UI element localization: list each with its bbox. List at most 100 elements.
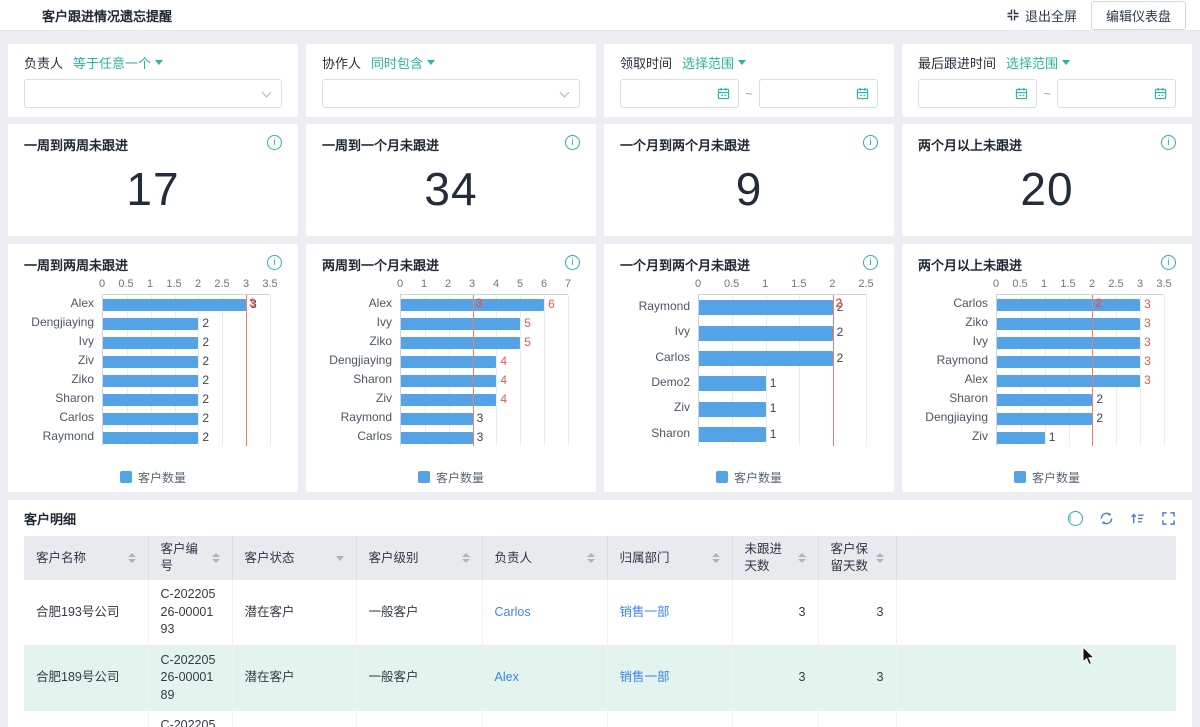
filter-operator-dropdown[interactable]: 选择范围 [1006,53,1071,72]
column-header[interactable]: 客户编号 [148,536,233,580]
bar[interactable] [401,393,497,406]
bar[interactable] [699,300,833,316]
chart-legend[interactable]: 客户数量 [918,470,1176,485]
sort-icon[interactable] [797,553,806,563]
bar[interactable] [997,431,1045,444]
bar[interactable] [401,412,473,425]
bar[interactable] [401,431,473,444]
column-header[interactable]: 客户保留天数 [818,536,897,580]
column-header[interactable]: 负责人 [482,536,608,580]
refresh-icon[interactable] [1099,511,1114,526]
table-cell-link[interactable]: 销售一部 [607,710,733,727]
column-header[interactable]: 客户状态 [232,536,357,580]
chart-legend[interactable]: 客户数量 [620,470,878,485]
table-row[interactable]: 合肥181号公司C-20220526-0000181潜在客户一般客户Alex销售… [24,710,1176,727]
column-header[interactable]: 客户级别 [356,536,483,580]
table-cell: 3 [818,710,897,727]
x-axis-tick: 0 [992,278,1000,290]
bar[interactable] [103,412,199,425]
column-label: 客户级别 [368,550,419,565]
claim-start-date[interactable] [620,79,740,108]
x-axis-tick: 1.5 [166,278,182,290]
chart-legend[interactable]: 客户数量 [322,470,580,485]
bar[interactable] [997,355,1141,368]
filter-operator-dropdown[interactable]: 等于任意一个 [73,53,164,72]
column-header[interactable]: 客户名称 [24,536,149,580]
exit-fullscreen-button[interactable]: 退出全屏 [1006,6,1077,25]
sort-icon[interactable] [586,553,595,563]
table-cell-link[interactable]: 销售一部 [607,580,733,646]
bar-chart: Alex Ivy Ziko Dengjiaying Sharon Ziv Raymond Ca… [322,278,580,463]
info-icon[interactable]: i [267,255,282,270]
collaborator-select[interactable] [322,79,580,108]
bar[interactable] [699,325,833,341]
bar[interactable] [103,298,247,311]
info-icon[interactable]: i [267,135,282,150]
claim-end-date[interactable] [758,79,878,108]
bar-chart: Alex Dengjiaying Ivy Ziv Ziko Sharon Carlos Ray… [24,278,282,463]
bar[interactable] [103,431,199,444]
bar[interactable] [401,317,521,330]
bar[interactable] [103,336,199,349]
bar[interactable] [997,374,1141,387]
sort-icon[interactable] [711,553,720,563]
bar[interactable] [699,401,766,417]
info-icon[interactable]: i [565,255,580,270]
info-icon[interactable]: i [1161,135,1176,150]
info-icon[interactable]: i [565,135,580,150]
bar[interactable] [997,317,1141,330]
bar[interactable] [103,317,199,330]
table-title: 客户明细 [24,512,77,527]
bar[interactable] [103,393,199,406]
sort-icon[interactable] [461,553,470,563]
table-cell-link[interactable]: Alex [482,645,608,711]
fullscreen-icon[interactable] [1161,511,1176,526]
bar[interactable] [401,374,497,387]
table-cell: 合肥189号公司 [24,645,149,711]
info-icon[interactable]: i [1068,511,1083,526]
table-cell: C-20220526-0000181 [148,710,233,727]
filter-operator-dropdown[interactable]: 同时包含 [371,53,436,72]
bar[interactable] [103,374,199,387]
bar[interactable] [997,298,1141,311]
bar[interactable] [997,336,1141,349]
bar[interactable] [997,412,1093,425]
edit-dashboard-button[interactable]: 编辑仪表盘 [1090,0,1186,30]
bar[interactable] [699,350,833,366]
info-icon[interactable]: i [863,135,878,150]
filter-label: 负责人 [24,56,64,71]
followup-start-date[interactable] [918,79,1038,108]
table-cell-link[interactable]: 销售一部 [607,645,733,711]
info-icon[interactable]: i [863,255,878,270]
table-row[interactable]: 合肥193号公司 C-20220526-0000193 潜在客户 一般客户 Carlos… [24,580,1176,646]
sort-icon[interactable] [211,553,220,563]
row-order-icon[interactable] [1130,511,1145,526]
filter-operator-dropdown[interactable]: 选择范围 [682,53,747,72]
filter-caret-icon[interactable] [335,555,344,561]
x-axis-tick: 6 [540,278,548,290]
table-cell-link[interactable]: Carlos [482,580,608,646]
threshold-label: 3 [475,296,483,310]
category-label: Ivy [376,315,392,329]
gridline [799,295,801,446]
followup-end-date[interactable] [1056,79,1176,108]
column-header[interactable]: 归属部门 [607,536,733,580]
sort-icon[interactable] [127,553,136,563]
bar[interactable] [401,355,497,368]
sort-icon[interactable] [875,553,884,563]
table-cell-link[interactable]: Alex [482,710,608,727]
owner-select[interactable] [24,79,282,108]
kpi-value: 9 [735,163,763,215]
bar[interactable] [997,393,1093,406]
bar-value-label: 3 [1144,316,1151,330]
bar[interactable] [103,355,199,368]
chart-legend[interactable]: 客户数量 [24,470,282,485]
bar[interactable] [401,336,521,349]
threshold-label: 3 [249,296,256,310]
info-icon[interactable]: i [1161,255,1176,270]
table-row[interactable]: 合肥189号公司 C-20220526-0000189 潜在客户 一般客户 Alex 销售… [24,645,1176,711]
bar[interactable] [699,426,766,442]
x-axis-tick: 0.5 [1012,278,1028,290]
column-header[interactable]: 未跟进天数 [732,536,819,580]
bar[interactable] [699,376,766,392]
